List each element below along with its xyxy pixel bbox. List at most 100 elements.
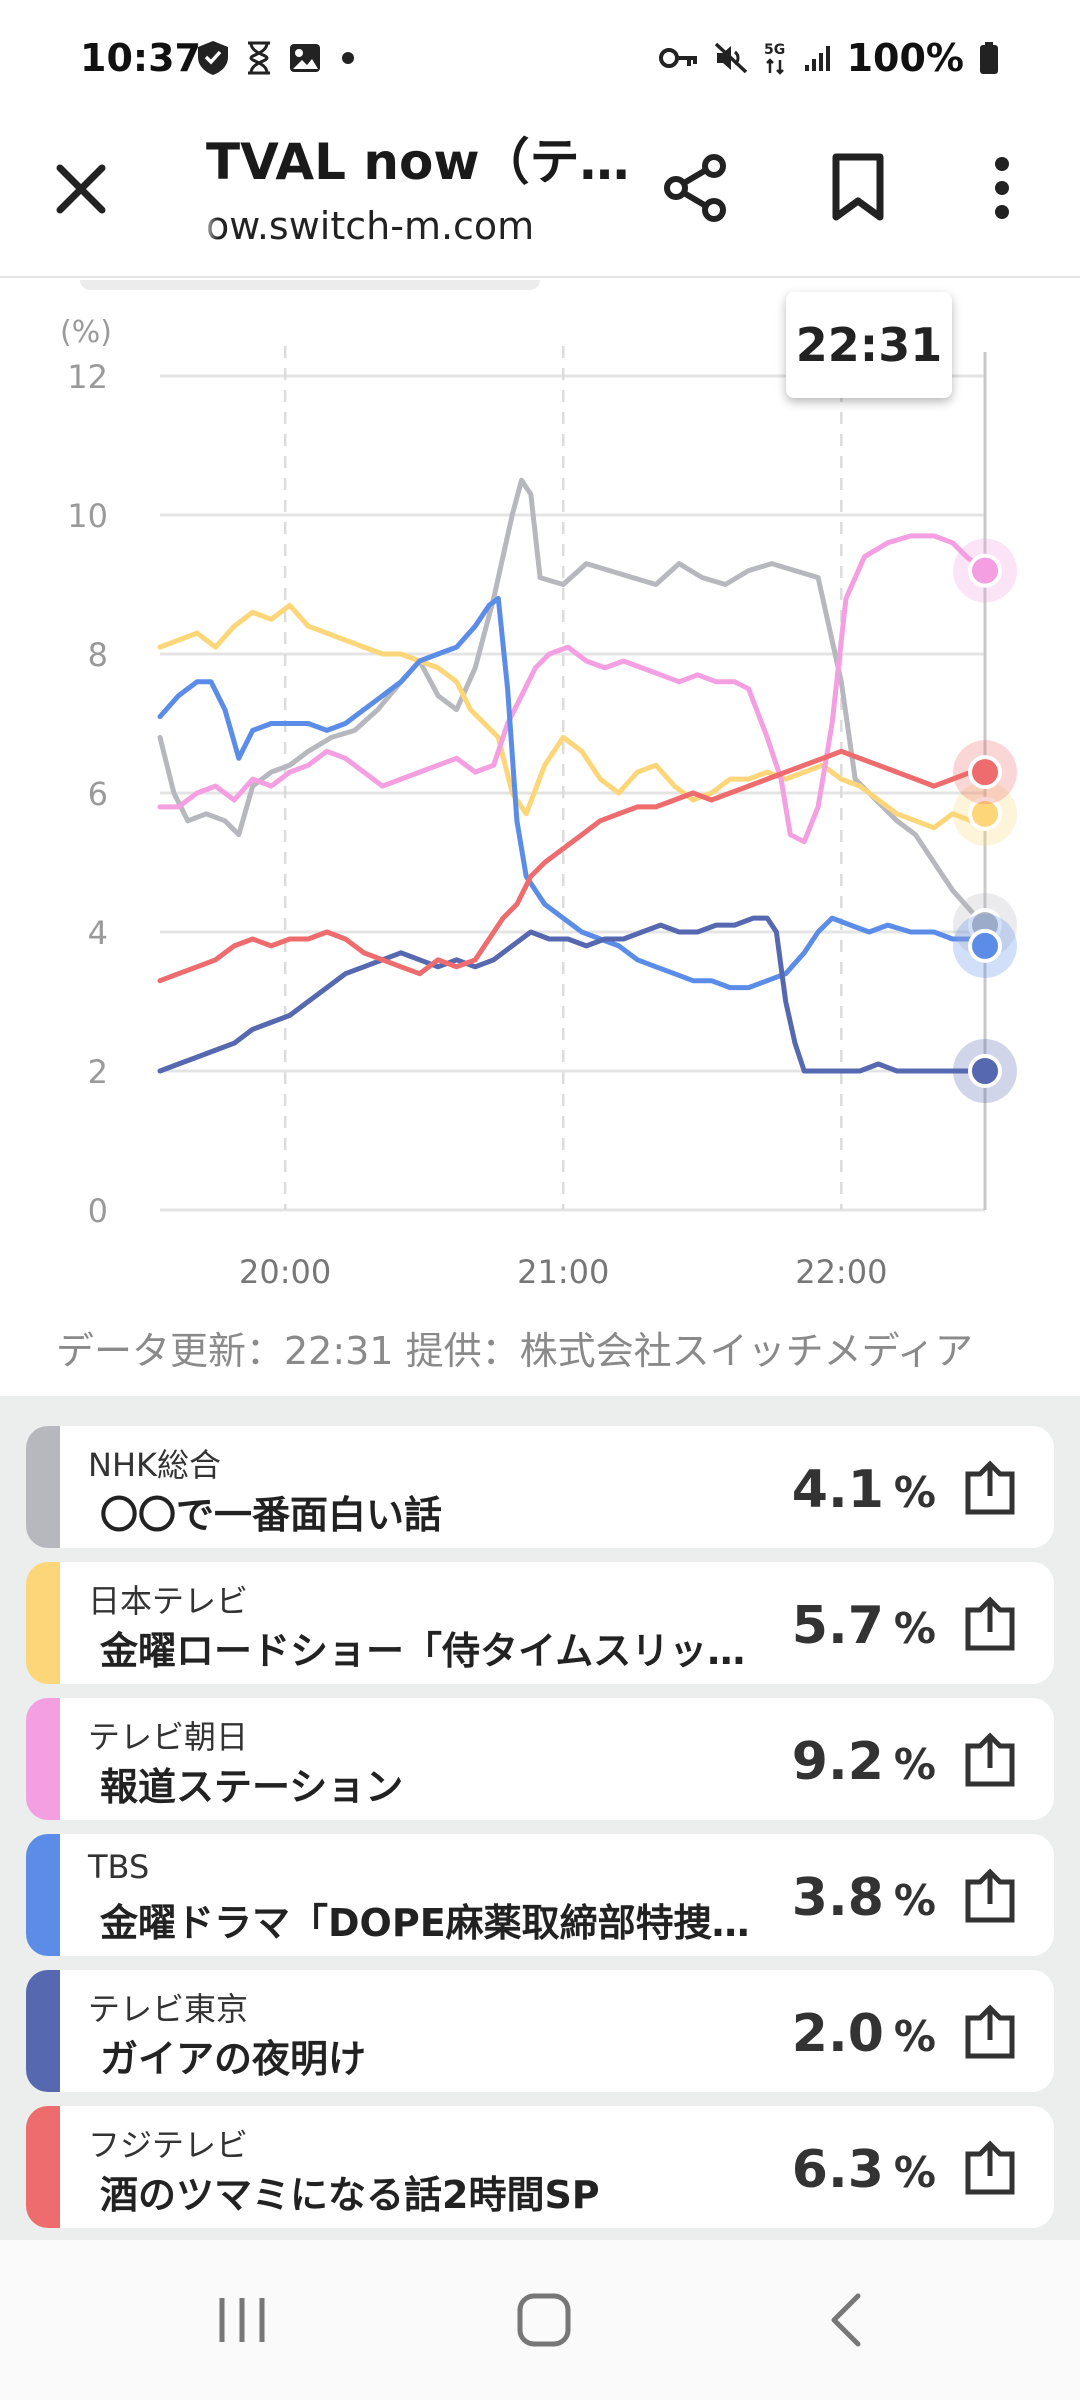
series-line-4 <box>157 915 988 1074</box>
program-title: 〇〇で一番面白い話 <box>100 1493 443 1537</box>
channel-card-tv-tokyo[interactable]: テレビ東京 ガイアの夜明け 2.0% <box>26 1970 1054 2092</box>
close-icon <box>56 164 106 214</box>
series-marker-5 <box>968 755 1002 790</box>
y-tick-label: 8 <box>88 636 108 674</box>
bookmark-icon <box>832 153 884 221</box>
browser-toolbar: TVAL now（テ… ow.switch-m.com <box>0 118 1080 278</box>
channel-name: フジテレビ <box>88 2126 249 2164</box>
program-title: 報道ステーション <box>100 1765 404 1809</box>
y-tick-label: 0 <box>88 1192 108 1230</box>
data-update-text: データ更新：22:31 提供：株式会社スイッチメディア <box>56 1329 973 1373</box>
rating-number: 6.3 <box>791 2140 884 2200</box>
channel-name: TBS <box>88 1848 150 1886</box>
series-line-2 <box>157 533 988 845</box>
channel-card-tbs[interactable]: TBS 金曜ドラマ「DOPE麻薬取締部特捜… 3.8% <box>26 1834 1054 1956</box>
y-tick-label: 12 <box>67 358 108 396</box>
x-tick-label: 20:00 <box>239 1253 331 1291</box>
program-title: ガイアの夜明け <box>100 2037 367 2081</box>
rating-number: 2.0 <box>791 2004 884 2064</box>
series-marker-1 <box>968 796 1002 831</box>
rating-unit: % <box>893 1604 936 1653</box>
share-up-icon <box>965 1460 1015 1515</box>
home-icon <box>517 2293 571 2347</box>
channel-card-nhk[interactable]: NHK総合 〇〇で一番面白い話 4.1% <box>26 1426 1054 1548</box>
rating-unit: % <box>893 2012 936 2061</box>
shield-icon <box>198 41 228 75</box>
dot-icon <box>342 52 354 64</box>
share-button[interactable] <box>962 1460 1018 1516</box>
share-up-icon <box>965 1596 1015 1651</box>
channel-color-bar <box>26 1834 60 1956</box>
rating-value: 9.2% <box>792 1732 936 1792</box>
share-up-icon <box>965 2004 1015 2059</box>
back-button[interactable] <box>806 2288 886 2352</box>
more-vert-icon <box>995 157 1009 219</box>
status-system-icons: 5G 100% <box>658 36 1000 80</box>
channel-card-fuji[interactable]: フジテレビ 酒のツマミになる話2時間SP 6.3% <box>26 2106 1054 2228</box>
share-button[interactable] <box>962 2004 1018 2060</box>
rating-value: 6.3% <box>792 2140 936 2200</box>
page-title: TVAL now（テ… <box>206 133 630 191</box>
program-title: 酒のツマミになる話2時間SP <box>100 2173 600 2217</box>
share-button[interactable] <box>962 1868 1018 1924</box>
share-up-icon <box>965 1732 1015 1787</box>
share-button[interactable] <box>656 148 736 228</box>
channel-name: テレビ東京 <box>88 1990 249 2028</box>
5g-icon: 5G <box>764 42 785 75</box>
hourglass-icon <box>248 41 270 75</box>
status-bar: 10:37 5G 100% <box>0 0 1080 118</box>
page-url[interactable]: ow.switch-m.com <box>206 204 535 248</box>
close-button[interactable] <box>48 156 114 222</box>
share-up-icon <box>965 1868 1015 1923</box>
channel-card-tv-asahi[interactable]: テレビ朝日 報道ステーション 9.2% <box>26 1698 1054 1820</box>
system-nav-bar <box>0 2240 1080 2400</box>
battery-icon <box>980 42 998 74</box>
battery-percent: 100% <box>846 36 964 80</box>
channel-card-ntv[interactable]: 日本テレビ 金曜ロードショー「侍タイムスリッ… 5.7% <box>26 1562 1054 1684</box>
cursor-time-tooltip: 22:31 <box>786 292 952 398</box>
rating-value: 3.8% <box>792 1868 936 1928</box>
y-tick-label: 6 <box>88 775 108 813</box>
status-notification-icons <box>196 40 358 76</box>
bookmark-button[interactable] <box>818 148 898 228</box>
channel-name: テレビ朝日 <box>88 1718 249 1756</box>
rating-unit: % <box>893 1740 936 1789</box>
y-axis-label: (%) <box>60 315 112 350</box>
y-tick-label: 2 <box>88 1053 108 1091</box>
rating-unit: % <box>893 2148 936 2197</box>
back-icon <box>831 2293 861 2347</box>
program-title: 金曜ロードショー「侍タイムスリッ… <box>100 1629 746 1673</box>
channel-color-bar <box>26 1562 60 1684</box>
channel-color-bar <box>26 1970 60 2092</box>
x-tick-label: 22:00 <box>795 1253 887 1291</box>
series-marker-2 <box>968 553 1002 588</box>
program-title: 金曜ドラマ「DOPE麻薬取締部特捜… <box>100 1901 750 1945</box>
series-marker-3 <box>968 928 1002 963</box>
ratings-chart[interactable]: 0 2 4 6 8 10 12 (%) 20:00 21:00 22:00 22:31 データ更新：… <box>0 280 1080 1390</box>
image-icon <box>290 44 320 72</box>
channel-color-bar <box>26 1698 60 1820</box>
y-tick-label: 4 <box>88 914 108 952</box>
ratings-line-chart[interactable]: 0 2 4 6 8 10 12 (%) 20:00 21:00 22:00 <box>0 280 1080 1390</box>
more-options-button[interactable] <box>962 148 1042 228</box>
mute-icon <box>714 42 747 74</box>
share-button[interactable] <box>962 2140 1018 2196</box>
chart-tab-strip <box>80 280 540 290</box>
vpn-key-icon <box>658 48 697 68</box>
url-fade <box>200 200 218 252</box>
rating-value: 5.7% <box>792 1596 936 1656</box>
channel-color-bar <box>26 1426 60 1548</box>
series-line-5 <box>157 748 988 984</box>
recent-apps-button[interactable] <box>202 2288 282 2352</box>
rating-unit: % <box>893 1876 936 1925</box>
share-up-icon <box>965 2140 1015 2195</box>
home-button[interactable] <box>504 2288 584 2352</box>
svg-text:5G: 5G <box>764 42 785 58</box>
series-line-0 <box>157 477 988 928</box>
status-time: 10:37 <box>80 36 201 80</box>
series-line-1 <box>157 602 988 831</box>
share-button[interactable] <box>962 1732 1018 1788</box>
series-marker-4 <box>968 1054 1002 1088</box>
share-button[interactable] <box>962 1596 1018 1652</box>
share-icon <box>664 154 726 222</box>
